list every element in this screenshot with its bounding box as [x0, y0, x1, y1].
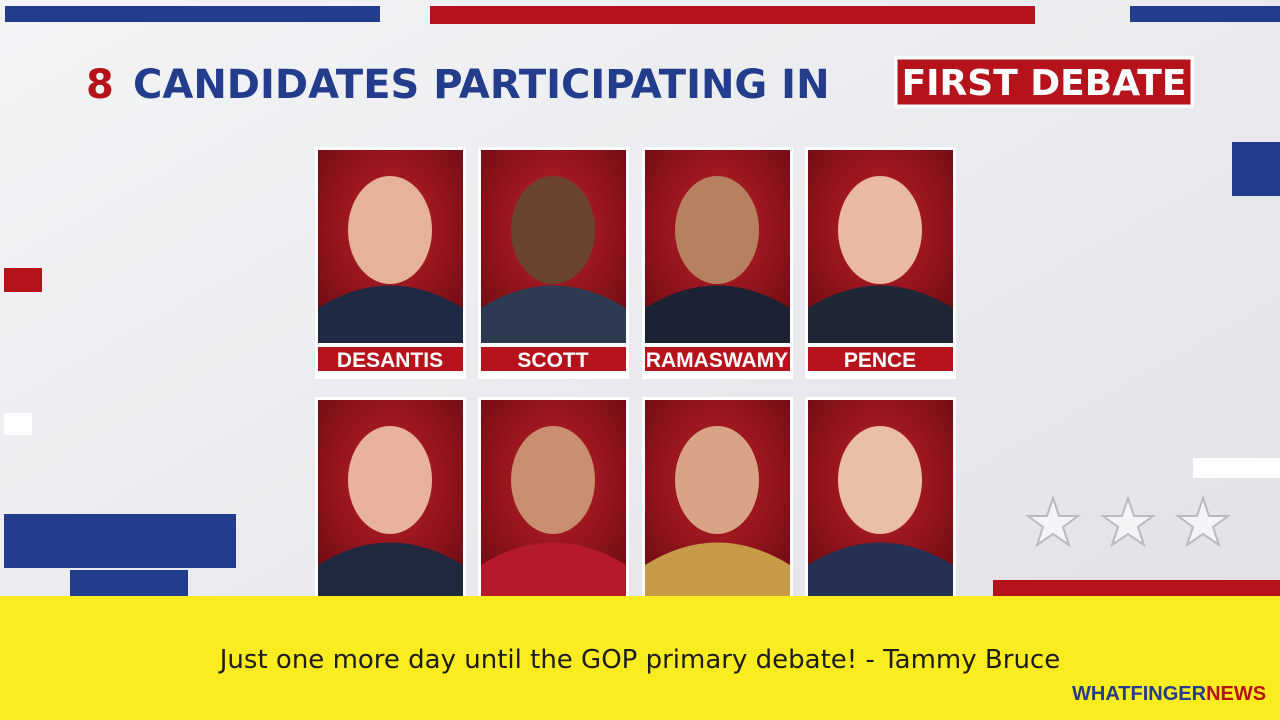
headline-badge: FIRST DEBATE [902, 63, 1187, 104]
torso [318, 542, 463, 600]
torso [318, 285, 463, 343]
torso [808, 285, 953, 343]
face [348, 426, 432, 534]
candidate-name: RAMASWAMY [646, 349, 788, 372]
badge-box [894, 56, 1194, 108]
torso [808, 542, 953, 600]
face [675, 176, 759, 284]
headline-number: 8 [86, 62, 114, 108]
caption-bar [0, 596, 1280, 720]
torso [645, 542, 790, 600]
face [838, 176, 922, 284]
face [511, 426, 595, 534]
candidate-name: DESANTIS [337, 349, 443, 372]
name-bar [645, 347, 790, 371]
candidate-name: SCOTT [517, 349, 588, 372]
name-bar [481, 347, 626, 371]
logo-text: WHATFINGERNEWS [1072, 683, 1266, 705]
candidate-grid: DESANTIS SCOTT RAMASWAMY PENCE [315, 147, 956, 603]
headline-text: CANDIDATES PARTICIPATING IN [133, 62, 830, 108]
logo-part1: WHATFINGER [1072, 683, 1207, 705]
logo: WHATFINGERNEWS [1072, 683, 1266, 705]
name-bar [318, 347, 463, 371]
decor [4, 6, 1280, 600]
torso [481, 285, 626, 343]
logo-part2: NEWS [1206, 683, 1266, 705]
candidate-name: PENCE [844, 349, 916, 372]
face [838, 426, 922, 534]
name-bar [808, 347, 953, 371]
face [348, 176, 432, 284]
torso [645, 285, 790, 343]
face [511, 176, 595, 284]
torso [481, 542, 626, 600]
caption: Just one more day until the GOP primary … [218, 645, 1060, 675]
face [675, 426, 759, 534]
